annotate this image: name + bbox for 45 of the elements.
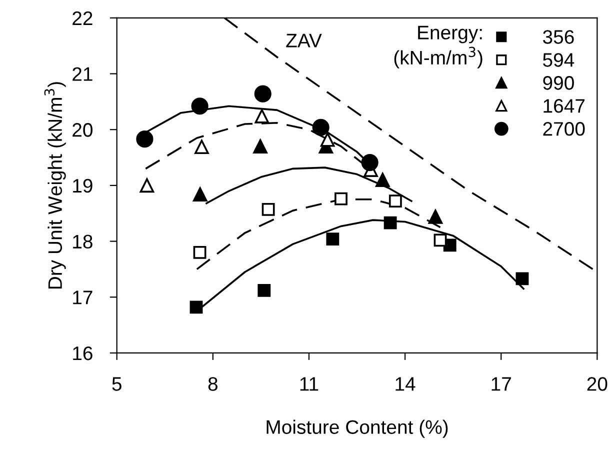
point (190, 300, 203, 314)
legend-label: 356 (542, 30, 574, 44)
point (434, 234, 447, 247)
x-tick-label: 20 (587, 377, 608, 391)
x-tick-label: 11 (300, 377, 318, 391)
legend-label: 990 (543, 76, 574, 90)
x-axis-title: Moisture Content (%) (266, 420, 448, 438)
point (254, 109, 270, 124)
point (320, 132, 335, 147)
point (136, 130, 154, 148)
point (253, 139, 268, 154)
x-tick-label: 17 (492, 377, 511, 391)
legend-label: 2700 (543, 122, 585, 136)
y-axis-title: Dry Unit Weight (kN/m$^{3}$) (44, 82, 66, 289)
y-tick-label: 16 (73, 346, 92, 360)
y-tick-label: 21 (72, 67, 92, 81)
point (388, 194, 402, 208)
legend-label: 1647 (544, 99, 585, 113)
point (312, 118, 330, 136)
point (191, 98, 208, 115)
point (428, 210, 443, 224)
x-tick-label: 14 (396, 377, 416, 391)
series-label: ZAV (286, 34, 322, 48)
x-tick-label: 8 (208, 377, 218, 391)
legend-label: 594 (543, 53, 574, 67)
point (326, 232, 340, 246)
point (361, 154, 378, 172)
point (375, 172, 390, 188)
point (254, 85, 272, 102)
point (334, 192, 348, 206)
x-tick-label: 5 (112, 377, 122, 391)
point (258, 284, 271, 297)
y-tick-label: 17 (73, 290, 92, 304)
y-tick-label: 22 (72, 11, 92, 25)
point (193, 246, 206, 259)
point (192, 187, 208, 202)
point (262, 202, 275, 216)
y-tick-label: 19 (73, 178, 92, 193)
y-tick-label: 18 (73, 234, 92, 249)
y-tick-label: 20 (72, 123, 92, 137)
point (140, 178, 154, 193)
point (516, 272, 529, 286)
point (384, 216, 397, 230)
legend-title: Energy: (kN-m/m$^{3}$) (394, 26, 482, 68)
point (194, 140, 209, 154)
